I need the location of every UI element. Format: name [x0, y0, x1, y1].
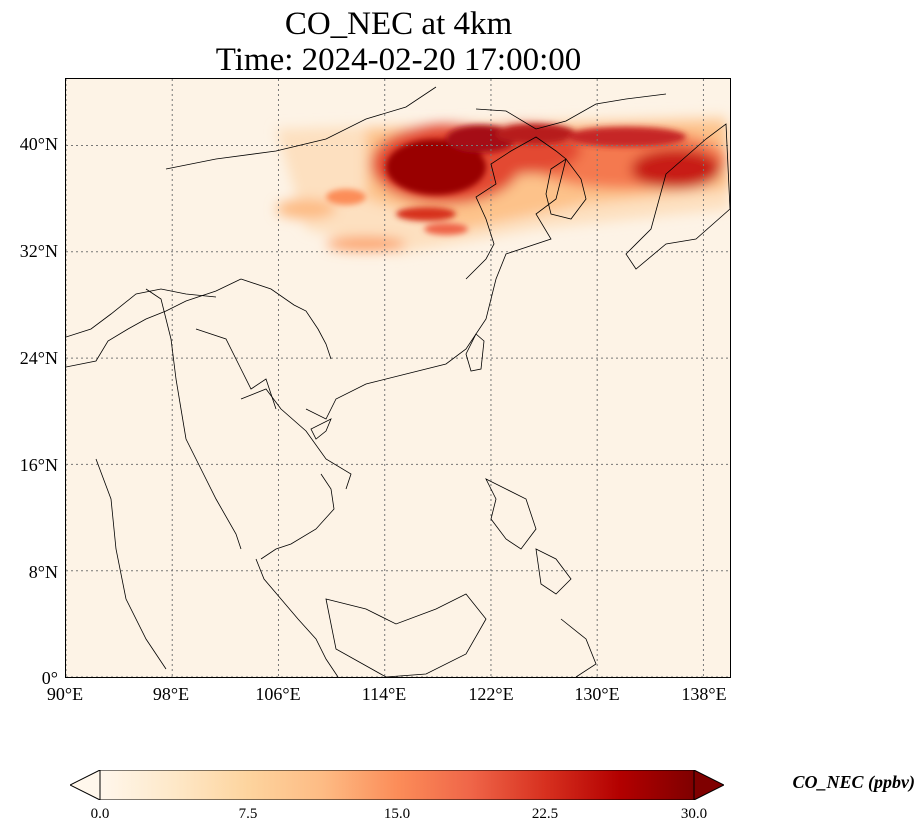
lon-label-130: 130°E [574, 684, 620, 704]
colorbar-tick-4: 30.0 [680, 806, 708, 822]
colorbar-tick-3: 22.5 [531, 806, 559, 822]
title-variable: CO_NEC at 4km [284, 6, 513, 42]
co-plume-field [276, 115, 730, 254]
lat-label-16: 16°N [19, 455, 58, 475]
lat-label-32: 32°N [19, 241, 58, 261]
map-panel [65, 78, 731, 678]
title-time: Time: 2024-02-20 17:00:00 [215, 42, 582, 78]
lat-label-0: 0° [41, 668, 58, 688]
plot-title: CO_NEC at 4km Time: 2024-02-20 17:00:00 [66, 6, 731, 78]
lat-label-24: 24°N [19, 348, 58, 368]
lat-label-8: 8°N [28, 562, 58, 582]
lat-label-40: 40°N [19, 134, 58, 154]
colorbar [70, 770, 724, 800]
colorbar-tick-2: 15.0 [383, 806, 411, 822]
colorbar-max-extend [693, 770, 724, 800]
colorbar-min-extend [70, 770, 101, 800]
lon-label-138: 138°E [681, 684, 727, 704]
colorbar-tick-0: 0.0 [90, 806, 110, 822]
coastlines [66, 86, 730, 677]
lon-label-90: 90°E [46, 684, 84, 704]
map-svg [66, 79, 730, 677]
gridlines [66, 79, 730, 677]
lon-label-106: 106°E [255, 684, 301, 704]
lon-label-98: 98°E [152, 684, 190, 704]
lon-label-114: 114°E [361, 684, 407, 704]
lon-label-122: 122°E [468, 684, 514, 704]
colorbar-gradient [100, 770, 694, 800]
colorbar-label: CO_NEC (ppbv) [792, 772, 916, 792]
colorbar-tick-1: 7.5 [238, 806, 258, 822]
